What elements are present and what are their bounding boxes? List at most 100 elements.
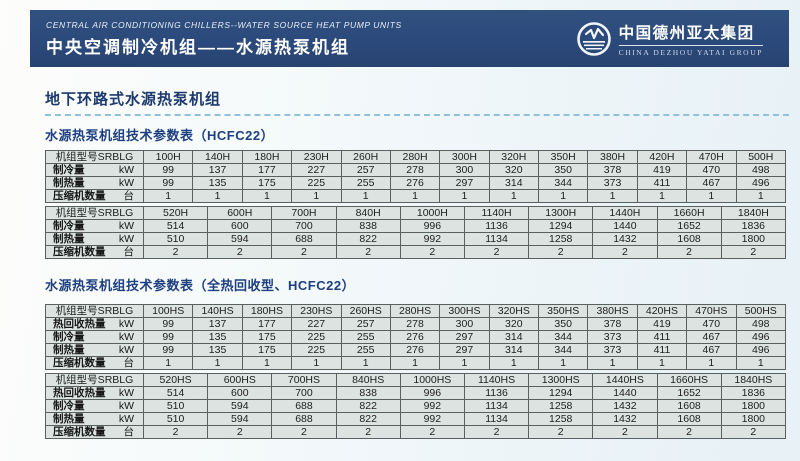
- spec-row: 台压缩机数量 2 2 2 2 2 2 2 2 2 2: [45, 245, 787, 259]
- value-cell: 135: [192, 176, 243, 190]
- table-title: 水源热泵机组技术参数表（HCFC22）: [45, 128, 275, 143]
- model-cell: 500H: [735, 150, 786, 164]
- spec-table-block: 机组型号SRBLG 520HS 600HS 700HS 840HS 1000HS 1140H…: [45, 373, 787, 439]
- value-cell: 1: [686, 356, 737, 370]
- row-label: 制冷量: [53, 163, 85, 176]
- value-cell: 278: [389, 317, 441, 331]
- model-cell: 1000H: [399, 206, 465, 220]
- company-logo: 中国德州亚太集团 CHINA DEZHOU YATAI GROUP: [576, 21, 763, 57]
- value-cell: 2: [720, 425, 787, 439]
- model-cell: 350HS: [537, 304, 589, 318]
- value-cell: 1440: [592, 386, 658, 400]
- row-unit: kW: [118, 330, 134, 343]
- value-cell: 378: [587, 317, 638, 331]
- value-cell: 1: [488, 356, 540, 370]
- row-label: 制冷量: [53, 399, 85, 412]
- row-unit: 台: [123, 245, 135, 258]
- row-label: 压缩机数量: [53, 245, 106, 258]
- value-cell: 2: [463, 425, 530, 439]
- value-cell: 419: [636, 317, 688, 331]
- row-label-cell: kW 制冷量: [45, 330, 144, 344]
- spec-table-block: 机组型号SRBLG 520H 600H 700H 840H 1000H 1140H 1300H…: [45, 206, 787, 259]
- row-label: 热回收热量: [53, 317, 106, 330]
- spec-row: kW 热回收热量 514 600 700 838 996 1136 1294 1440 1652 18…: [45, 386, 787, 400]
- model-cell: 380H: [587, 150, 638, 164]
- value-cell: 411: [636, 330, 688, 344]
- model-label-cell: 机组型号SRBLG: [45, 304, 144, 318]
- value-cell: 467: [686, 343, 737, 357]
- spec-row: kW 制热量 99 135 175 225 255 276 297 314 344 373 411 467…: [45, 176, 786, 190]
- value-cell: 496: [735, 343, 786, 357]
- value-cell: 1258: [528, 399, 594, 413]
- value-cell: 1: [686, 189, 737, 203]
- banner-subtitle-en: CENTRAL AIR CONDITIONING CHILLERS--WATER…: [46, 19, 402, 30]
- model-cell: 1440HS: [592, 373, 658, 387]
- model-cell: 1660H: [656, 206, 722, 220]
- model-cell: 320HS: [488, 304, 540, 318]
- value-cell: 1: [537, 356, 589, 370]
- model-cell: 380HS: [587, 304, 638, 318]
- value-cell: 300: [439, 163, 490, 177]
- value-cell: 2: [207, 245, 273, 259]
- value-cell: 1432: [592, 412, 658, 426]
- value-cell: 1836: [720, 386, 787, 400]
- parameter-table-section: 水源热泵机组技术参数表（全热回收型、HCFC22） 机组型号SRBLG 100HS 1…: [45, 278, 787, 442]
- value-cell: 314: [488, 176, 540, 190]
- row-label-cell: kW 制冷量: [45, 399, 144, 413]
- model-cell: 140H: [192, 150, 243, 164]
- model-cell: 1840H: [720, 206, 787, 220]
- value-cell: 1: [488, 189, 540, 203]
- value-cell: 1: [636, 189, 688, 203]
- value-cell: 175: [241, 176, 293, 190]
- model-cell: 840HS: [335, 373, 401, 387]
- value-cell: 822: [335, 412, 401, 426]
- model-cell: 520H: [142, 206, 209, 220]
- value-cell: 467: [686, 176, 737, 190]
- value-cell: 2: [656, 425, 722, 439]
- value-cell: 2: [720, 245, 787, 259]
- value-cell: 278: [389, 163, 441, 177]
- value-cell: 344: [537, 343, 589, 357]
- value-cell: 600: [207, 219, 273, 233]
- value-cell: 2: [656, 245, 722, 259]
- row-unit: kW: [118, 412, 134, 425]
- value-cell: 838: [335, 386, 401, 400]
- model-cell: 320H: [488, 150, 540, 164]
- value-cell: 498: [735, 163, 786, 177]
- spec-row: kW 制热量 99 135 175 225 255 276 297 314 344 373 411 467…: [45, 343, 786, 357]
- value-cell: 2: [528, 425, 594, 439]
- value-cell: 992: [399, 399, 465, 413]
- value-cell: 688: [271, 412, 337, 426]
- spec-row: kW 制热量 510 594 688 822 992 1134 1258 1432 1608 1800: [45, 412, 787, 426]
- row-unit: kW: [118, 317, 134, 330]
- value-cell: 1: [587, 189, 638, 203]
- row-label: 压缩机数量: [53, 189, 106, 202]
- value-cell: 225: [291, 176, 342, 190]
- value-cell: 135: [192, 343, 243, 357]
- value-cell: 514: [142, 386, 209, 400]
- value-cell: 1: [340, 189, 391, 203]
- value-cell: 373: [587, 330, 638, 344]
- model-cell: 1140H: [463, 206, 530, 220]
- model-cell: 600HS: [207, 373, 273, 387]
- value-cell: 514: [142, 219, 209, 233]
- row-label-cell: 台 压缩机数量: [45, 425, 144, 439]
- value-cell: 510: [142, 399, 209, 413]
- value-cell: 2: [207, 425, 273, 439]
- yatai-globe-icon: [576, 21, 612, 57]
- row-unit: 台: [123, 189, 135, 202]
- value-cell: 1134: [463, 412, 530, 426]
- value-cell: 992: [399, 232, 465, 246]
- value-cell: 411: [636, 176, 688, 190]
- row-label-cell: kW 热回收热量: [45, 317, 144, 331]
- value-cell: 1800: [720, 412, 787, 426]
- row-label: 压缩机数量: [53, 425, 106, 438]
- model-cell: 230HS: [291, 304, 342, 318]
- value-cell: 510: [142, 232, 209, 246]
- model-cell: 470H: [686, 150, 737, 164]
- value-cell: 1294: [528, 219, 594, 233]
- row-label-cell: kW 热回收热量: [45, 386, 144, 400]
- model-cell: 840H: [335, 206, 401, 220]
- value-cell: 99: [142, 330, 194, 344]
